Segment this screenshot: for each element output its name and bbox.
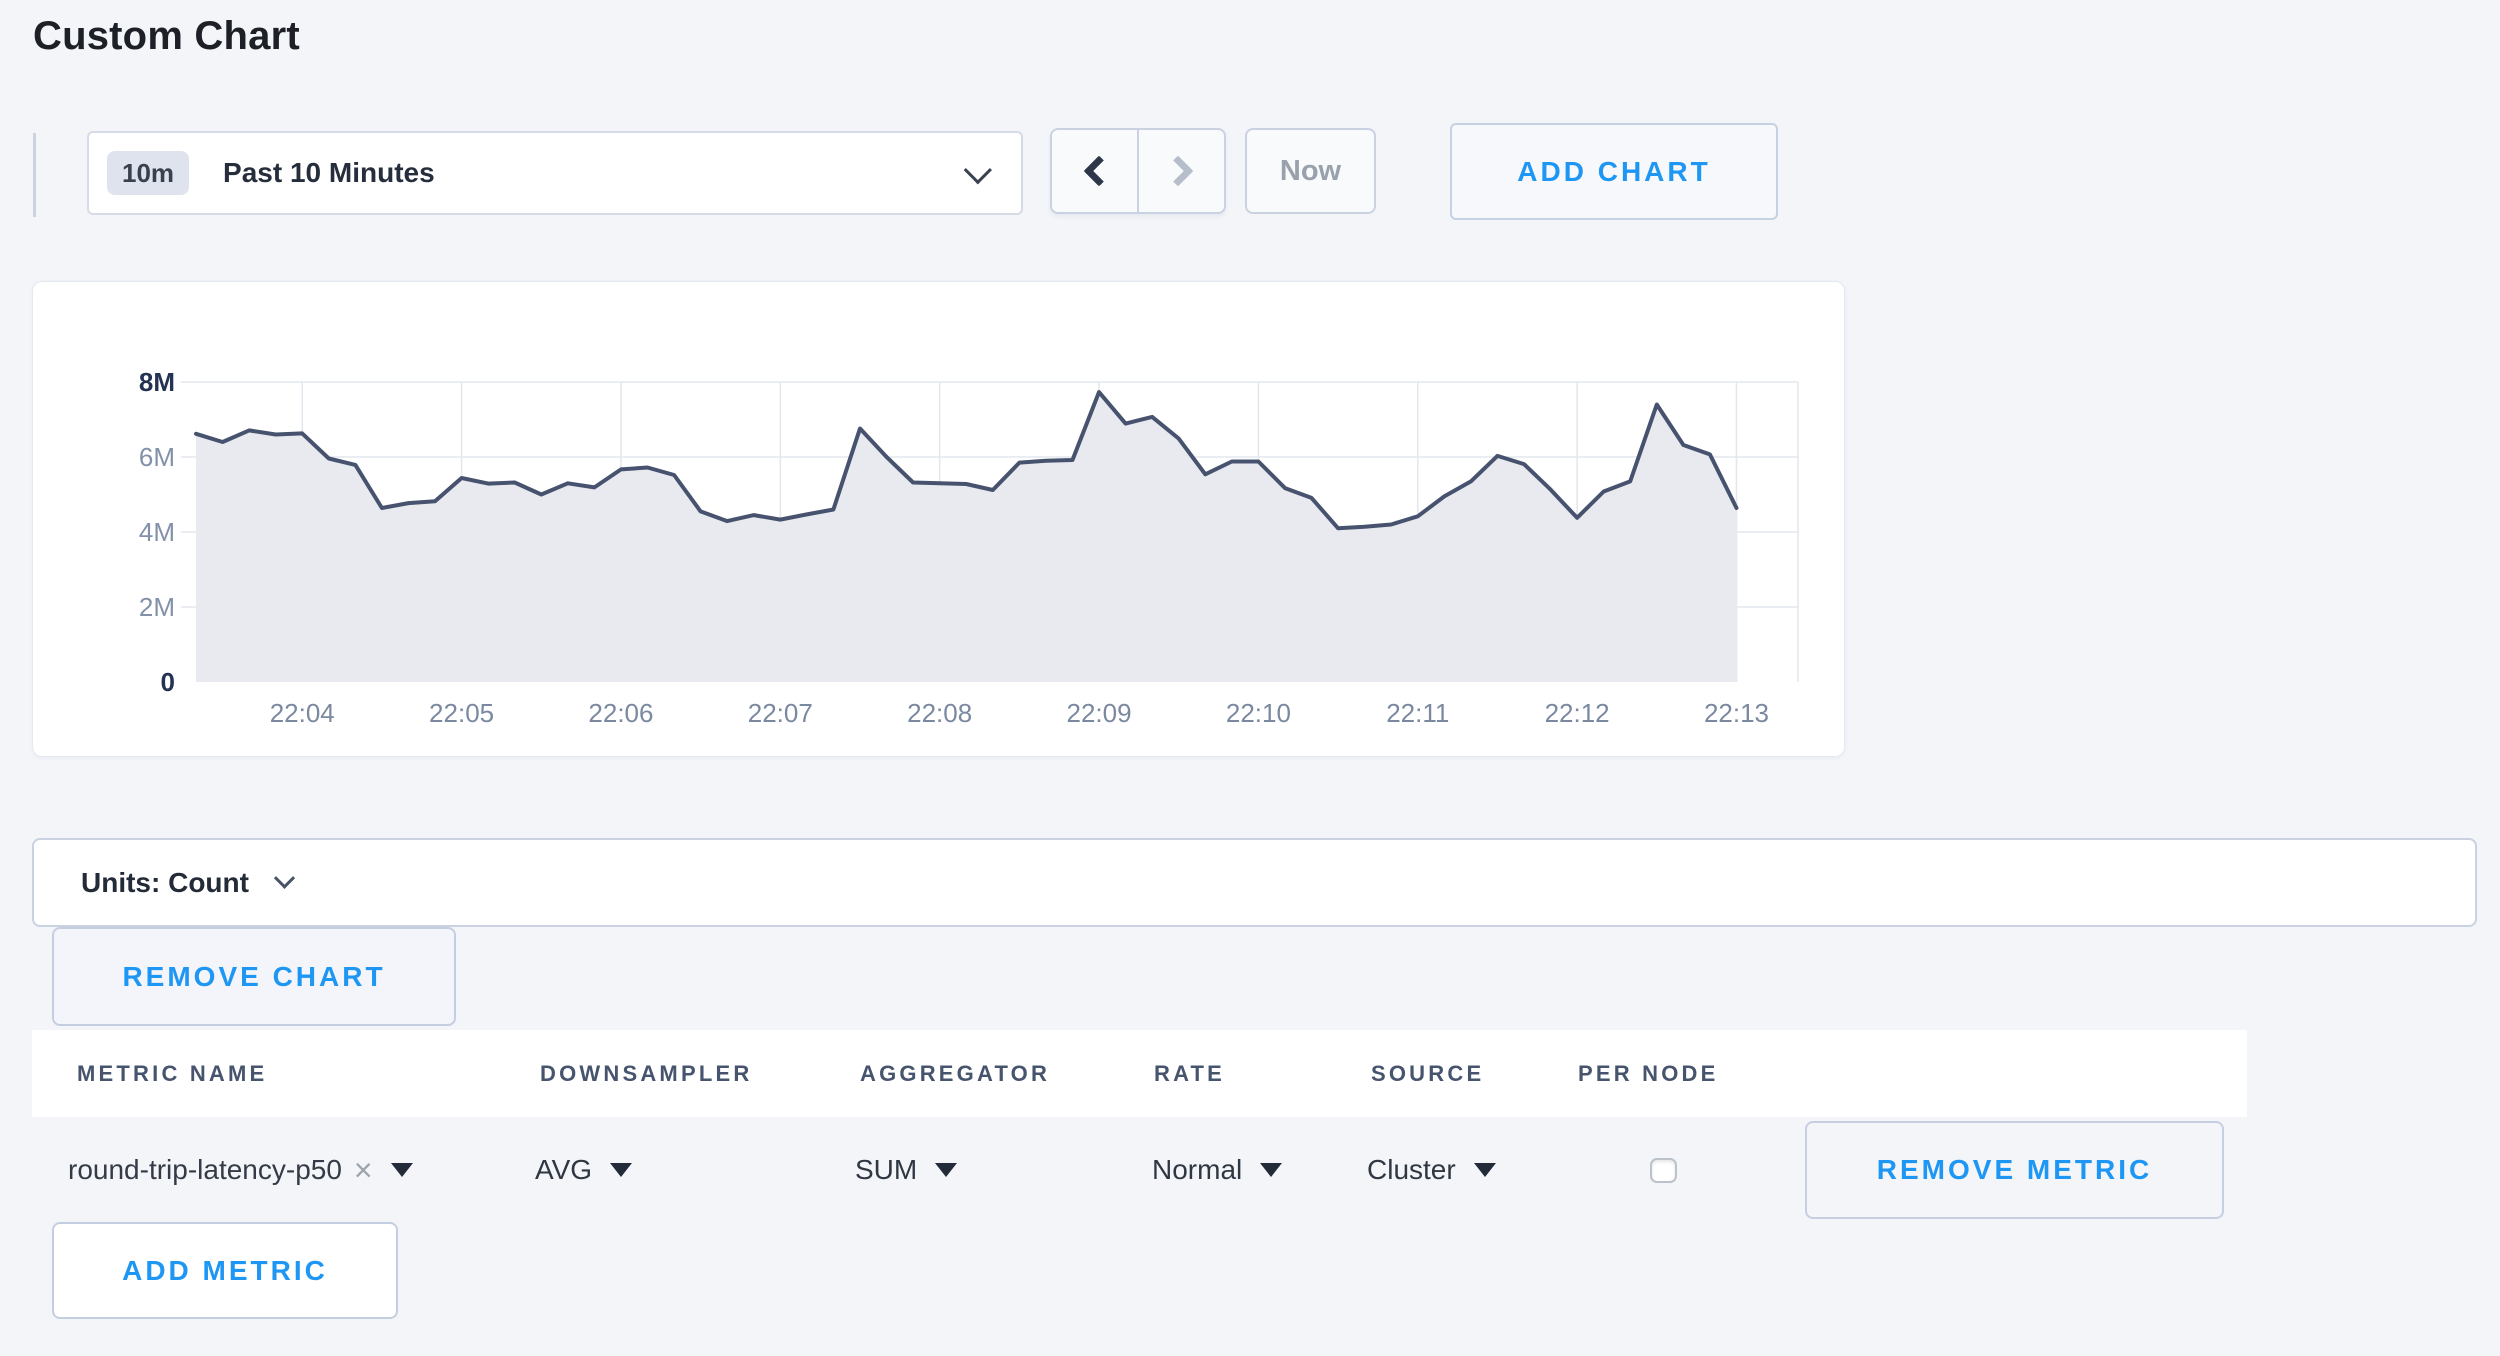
x-axis-tick-label: 22:09 (1067, 698, 1132, 728)
caret-down-icon (390, 1163, 413, 1177)
column-header-metric-name: METRIC NAME (77, 1060, 268, 1086)
add-chart-label: ADD CHART (1517, 155, 1711, 187)
x-axis-tick-label: 22:06 (588, 698, 653, 728)
y-axis-tick-label: 6M (139, 442, 175, 472)
series-area (196, 392, 1737, 682)
x-axis-tick-label: 22:12 (1545, 698, 1610, 728)
y-axis-tick-label: 8M (139, 367, 175, 397)
caret-down-icon (935, 1163, 958, 1177)
metric-name-select[interactable]: round-trip-latency-p50 × (68, 1145, 413, 1195)
x-axis-tick-label: 22:07 (748, 698, 813, 728)
page-title: Custom Chart (33, 14, 300, 58)
metrics-table-header: METRIC NAME DOWNSAMPLER AGGREGATOR RATE … (32, 1030, 2247, 1117)
units-label: Units: Count (81, 866, 249, 898)
add-metric-button[interactable]: ADD METRIC (52, 1222, 398, 1319)
time-forward-button[interactable] (1139, 130, 1224, 212)
remove-chart-button[interactable]: REMOVE CHART (52, 927, 456, 1026)
x-axis-tick-label: 22:10 (1226, 698, 1291, 728)
caret-down-icon (1260, 1163, 1283, 1177)
column-header-downsampler: DOWNSAMPLER (540, 1060, 753, 1086)
add-chart-button[interactable]: ADD CHART (1450, 123, 1778, 220)
units-dropdown[interactable]: Units: Count (32, 838, 2477, 927)
column-header-aggregator: AGGREGATOR (860, 1060, 1051, 1086)
column-header-rate: RATE (1154, 1060, 1226, 1086)
time-range-badge: 10m (107, 151, 190, 195)
chevron-right-icon (1161, 155, 1194, 187)
caret-down-icon (1473, 1163, 1496, 1177)
per-node-checkbox[interactable] (1650, 1158, 1677, 1183)
downsampler-value: AVG (535, 1154, 593, 1185)
time-nav-group (1050, 128, 1226, 214)
chart-svg: 0 2M 4M 6M 8M 22:04 22:05 22:06 22:07 22:08 22:09 2… (139, 367, 1799, 728)
time-range-label: Past 10 Minutes (223, 157, 435, 188)
remove-metric-button[interactable]: REMOVE METRIC (1805, 1121, 2224, 1219)
y-axis-tick-label: 2M (139, 592, 175, 622)
time-back-button[interactable] (1052, 130, 1139, 212)
chevron-down-icon (963, 156, 992, 185)
series-line (194, 390, 1739, 531)
toolbar-divider (33, 133, 36, 217)
downsampler-select[interactable]: AVG (535, 1145, 633, 1195)
now-button[interactable]: Now (1245, 128, 1376, 214)
metric-name-value: round-trip-latency-p50 (68, 1154, 342, 1185)
rate-select[interactable]: Normal (1152, 1145, 1283, 1195)
remove-metric-label: REMOVE METRIC (1876, 1154, 2153, 1185)
now-button-label: Now (1279, 154, 1342, 187)
aggregator-value: SUM (855, 1154, 918, 1185)
timeseries-area-chart[interactable]: 0 2M 4M 6M 8M 22:04 22:05 22:06 22:07 22:08 22:09 2… (33, 282, 1844, 756)
column-header-per-node: PER NODE (1578, 1060, 1719, 1086)
x-axis-tick-label: 22:04 (270, 698, 335, 728)
chevron-down-icon (273, 867, 296, 889)
x-axis-tick-label: 22:08 (907, 698, 972, 728)
source-select[interactable]: Cluster (1367, 1145, 1496, 1195)
x-axis-tick-label: 22:05 (429, 698, 494, 728)
time-range-dropdown[interactable]: 10m Past 10 Minutes (87, 131, 1023, 215)
metric-chart-panel: 0 2M 4M 6M 8M 22:04 22:05 22:06 22:07 22:08 22:09 2… (32, 281, 1845, 757)
clear-metric-icon[interactable]: × (353, 1152, 373, 1188)
column-header-source: SOURCE (1371, 1060, 1485, 1086)
y-axis-tick-label: 4M (139, 517, 175, 547)
add-metric-label: ADD METRIC (122, 1254, 328, 1286)
source-value: Cluster (1367, 1154, 1456, 1185)
remove-chart-label: REMOVE CHART (122, 960, 386, 992)
aggregator-select[interactable]: SUM (855, 1145, 958, 1195)
rate-value: Normal (1152, 1154, 1243, 1185)
x-axis-tick-label: 22:11 (1386, 698, 1449, 728)
x-axis-tick-label: 22:13 (1704, 698, 1769, 728)
chevron-left-icon (1082, 155, 1115, 187)
y-axis-tick-label: 0 (161, 667, 175, 697)
caret-down-icon (610, 1163, 633, 1177)
